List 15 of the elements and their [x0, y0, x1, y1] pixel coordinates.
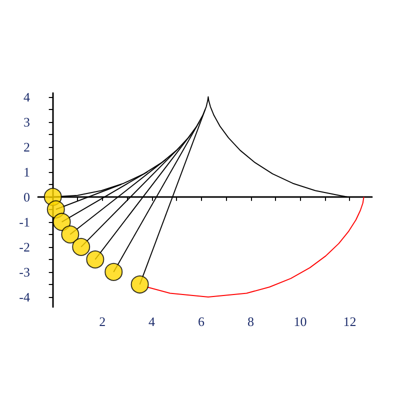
x-tick-label: 10: [294, 314, 307, 329]
x-tick-label: 12: [343, 314, 356, 329]
y-tick-label: 4: [24, 89, 30, 104]
y-tick-label: 1: [24, 164, 30, 180]
y-tick-label: -1: [19, 214, 30, 230]
y-tick-label: -4: [19, 289, 30, 304]
x-tick-label: 2: [99, 314, 106, 329]
y-tick-label: 0: [24, 189, 30, 204]
y-tick-label: 3: [24, 114, 30, 130]
x-tick-label: 8: [248, 314, 254, 329]
x-tick-label: 6: [198, 314, 206, 329]
y-tick-label: -3: [19, 264, 30, 280]
y-tick-label: 2: [24, 139, 30, 154]
x-tick-label: 4: [148, 314, 156, 329]
y-tick-label: -2: [19, 239, 30, 254]
